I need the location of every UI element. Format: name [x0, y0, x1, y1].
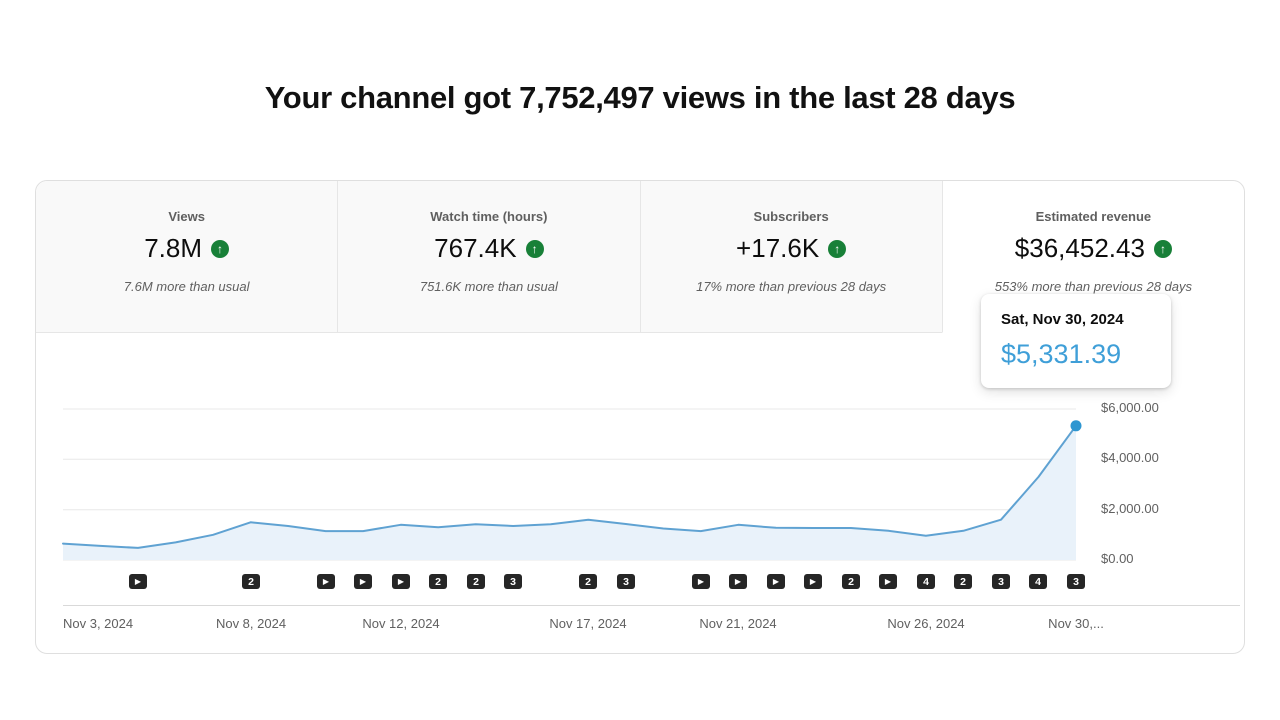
trend-up-icon: ↑	[211, 239, 230, 258]
metric-value: $36,452.43	[1014, 233, 1145, 263]
metric-value: 7.8M	[144, 233, 203, 263]
video-count-marker[interactable]: 3	[1067, 574, 1085, 589]
video-count-marker[interactable]: 4	[1029, 574, 1047, 589]
video-count-marker[interactable]: 2	[954, 574, 972, 589]
revenue-area	[63, 425, 1076, 560]
video-play-marker[interactable]: ▶	[129, 574, 147, 589]
chart-tooltip: Sat, Nov 30, 2024 $5,331.39	[981, 294, 1171, 388]
revenue-line	[62, 424, 1077, 549]
metric-value-row: $36,452.43 ↑	[943, 233, 1244, 264]
x-axis-tick-label: Nov 8, 2024	[215, 616, 287, 631]
tooltip-value: $5,331.39	[1001, 339, 1122, 369]
highlight-dot[interactable]	[1070, 420, 1082, 432]
y-axis-tick-label: $2,000.00	[1101, 500, 1159, 516]
trend-up-icon: ↑	[1153, 239, 1172, 258]
y-axis-tick-label: $4,000.00	[1101, 450, 1159, 466]
video-play-marker[interactable]: ▶	[692, 574, 710, 589]
metric-label: Subscribers	[753, 209, 829, 224]
page-title: Your channel got 7,752,497 views in the …	[264, 80, 1016, 115]
video-count-marker[interactable]: 2	[579, 574, 597, 589]
x-axis-tick-label: Nov 12, 2024	[362, 616, 440, 631]
video-play-marker[interactable]: ▶	[729, 574, 747, 589]
chart-axis-separator	[63, 605, 1240, 606]
metric-label: Views	[168, 209, 205, 224]
metric-subtitle: 553% more than previous 28 days	[994, 279, 1193, 294]
trend-up-icon: ↑	[525, 239, 544, 258]
video-count-marker[interactable]: 2	[242, 574, 260, 589]
video-count-marker[interactable]: 2	[842, 574, 860, 589]
metric-value: +17.6K	[736, 233, 820, 263]
metric-value-row: 7.8M ↑	[36, 233, 337, 264]
y-axis-tick-label: $6,000.00	[1101, 400, 1159, 415]
chart-region[interactable]: ▶ 2 ▶ ▶ ▶ 2 2 3 2 3 ▶ ▶ ▶ ▶ 2 ▶ 4 2 3 4 3 Nov 3, 2024 Nov 8, …	[36, 333, 1244, 653]
metric-label: Watch time (hours)	[430, 209, 548, 224]
metric-value-row: +17.6K ↑	[641, 233, 942, 264]
analytics-page: Your channel got 7,752,497 views in the …	[0, 80, 1280, 654]
trend-up-icon: ↑	[828, 239, 847, 258]
video-play-marker[interactable]: ▶	[767, 574, 785, 589]
revenue-area-chart[interactable]	[36, 333, 1246, 653]
metric-subtitle: 751.6K more than usual	[419, 279, 558, 294]
video-count-marker[interactable]: 3	[992, 574, 1010, 589]
video-count-marker[interactable]: 3	[504, 574, 522, 589]
metric-card-views[interactable]: Views 7.8M ↑ 7.6M more than usual	[36, 181, 338, 333]
video-play-marker[interactable]: ▶	[392, 574, 410, 589]
metric-label: Estimated revenue	[1035, 209, 1152, 224]
metric-value-row: 767.4K ↑	[338, 233, 639, 264]
video-count-marker[interactable]: 3	[617, 574, 635, 589]
video-play-marker[interactable]: ▶	[354, 574, 372, 589]
x-axis-tick-label: Nov 3, 2024	[63, 616, 134, 631]
x-axis-tick-label: Nov 17, 2024	[549, 616, 627, 631]
metric-card-subscribers[interactable]: Subscribers +17.6K ↑ 17% more than previ…	[639, 181, 942, 333]
video-count-marker[interactable]: 2	[429, 574, 447, 589]
video-play-marker[interactable]: ▶	[317, 574, 335, 589]
video-count-marker[interactable]: 2	[467, 574, 485, 589]
analytics-panel: Views 7.8M ↑ 7.6M more than usual Watch …	[35, 180, 1245, 654]
x-axis-tick-label: Nov 21, 2024	[699, 616, 777, 631]
metric-card-watch-time[interactable]: Watch time (hours) 767.4K ↑ 751.6K more …	[337, 181, 640, 333]
metric-subtitle: 7.6M more than usual	[123, 279, 250, 294]
y-axis-tick-label: $0.00	[1101, 551, 1134, 566]
tooltip-date: Sat, Nov 30, 2024	[1001, 311, 1124, 328]
x-axis-tick-label: Nov 26, 2024	[887, 616, 965, 631]
metric-cards-row: Views 7.8M ↑ 7.6M more than usual Watch …	[36, 181, 1244, 333]
metric-value: 767.4K	[434, 233, 517, 263]
video-play-marker[interactable]: ▶	[879, 574, 897, 589]
x-axis-tick-label: Nov 30,...	[1048, 616, 1104, 631]
video-count-marker[interactable]: 4	[917, 574, 935, 589]
video-play-marker[interactable]: ▶	[804, 574, 822, 589]
metric-subtitle: 17% more than previous 28 days	[696, 279, 887, 294]
